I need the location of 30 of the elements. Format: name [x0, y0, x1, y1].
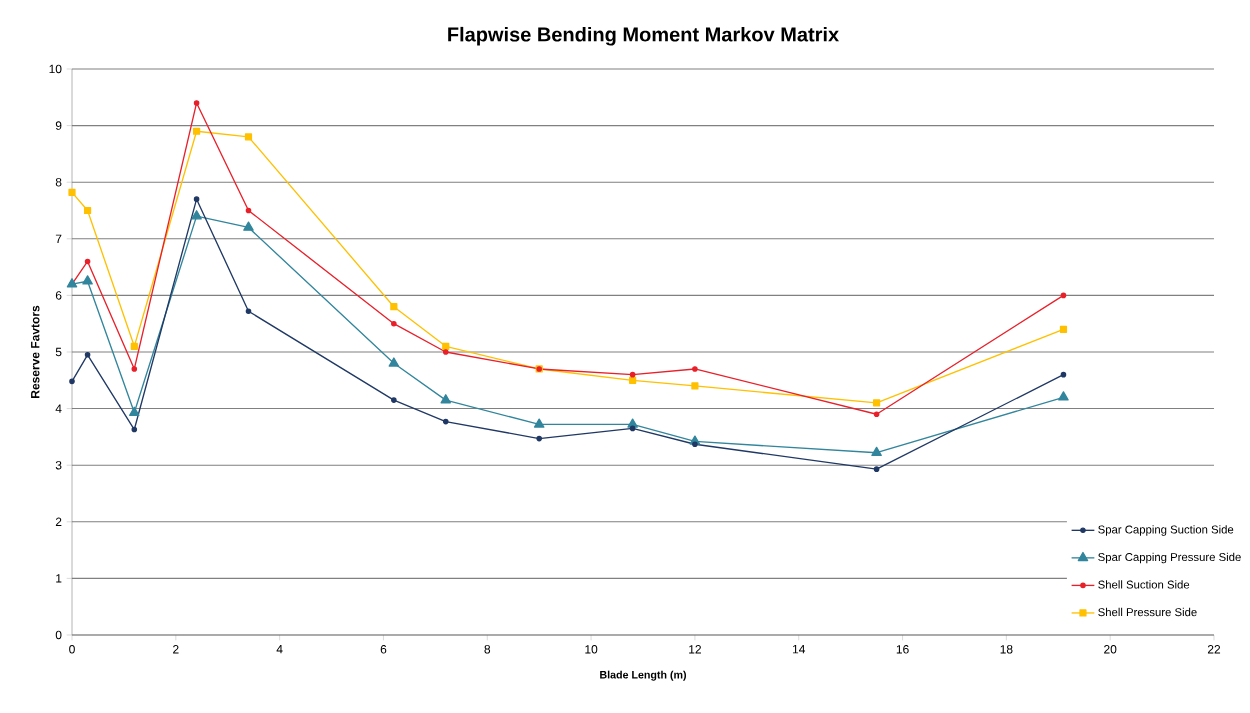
legend-label: Spar Capping Pressure Side	[1098, 552, 1241, 564]
x-tick-label: 8	[484, 645, 491, 654]
y-tick-label: 10	[49, 64, 62, 74]
y-tick-label: 6	[55, 291, 62, 300]
x-tick-label: 12	[689, 645, 701, 654]
y-tick-label: 4	[55, 404, 62, 413]
y-tick-label: 8	[55, 177, 62, 187]
y-tick-label: 1	[56, 574, 62, 583]
x-tick-label: 16	[896, 645, 909, 654]
legend-label: Spar Capping Suction Side	[1098, 525, 1234, 536]
legend-label: Shell Pressure Side	[1098, 607, 1197, 617]
chart-title: Flapwise Bending Moment Markov Matrix	[448, 26, 839, 46]
y-tick-label: 0	[55, 630, 62, 640]
x-tick-label: 18	[1000, 645, 1013, 654]
x-tick-label: 14	[792, 645, 806, 654]
y-tick-label: 7	[55, 234, 62, 243]
x-tick-label: 4	[276, 645, 283, 654]
y-tick-label: 9	[55, 121, 62, 130]
x-tick-label: 6	[380, 645, 387, 654]
x-tick-label: 2	[173, 645, 179, 654]
x-tick-label: 10	[585, 645, 598, 654]
x-tick-label: 22	[1207, 645, 1221, 654]
y-axis-title: Reserve Favtors	[31, 305, 40, 398]
y-tick-label: 2	[55, 517, 62, 526]
y-tick-label: 5	[55, 347, 62, 357]
x-tick-label: 20	[1104, 645, 1117, 654]
y-tick-label: 3	[55, 460, 62, 470]
x-tick-label: 0	[69, 645, 75, 654]
legend-label: Shell Suction Side	[1098, 580, 1190, 589]
x-axis-title: Blade Length (m)	[600, 670, 687, 681]
